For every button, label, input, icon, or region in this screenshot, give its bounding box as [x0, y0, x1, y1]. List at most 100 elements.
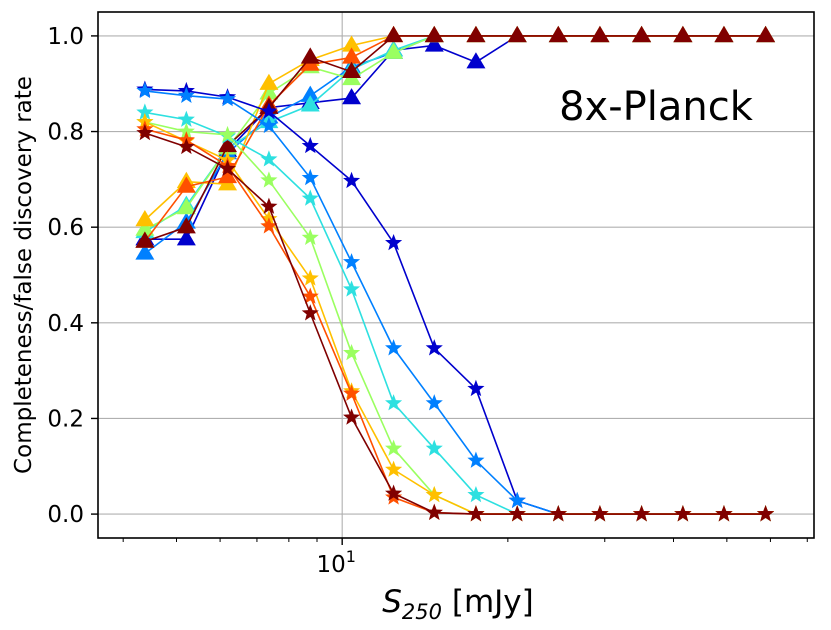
triangle-marker	[466, 25, 486, 43]
y-tick-label: 1.0	[47, 24, 84, 50]
star-marker	[136, 123, 154, 141]
star-marker	[385, 394, 403, 411]
star-marker	[343, 280, 361, 297]
triangle-marker	[342, 88, 362, 105]
triangle-marker	[342, 47, 362, 64]
star-marker	[177, 110, 195, 127]
star-marker	[385, 484, 403, 501]
y-axis-label: Completeness/false discovery rate	[11, 76, 37, 474]
star-marker	[343, 384, 361, 401]
star-marker	[385, 460, 403, 477]
star-marker	[177, 122, 195, 139]
star-marker	[508, 505, 526, 522]
y-tick-label: 0.0	[47, 502, 84, 528]
triangle-marker	[300, 95, 320, 112]
triangle-marker	[218, 135, 238, 153]
star-marker	[260, 197, 278, 214]
triangle-marker	[218, 166, 238, 184]
triangle-marker	[135, 219, 155, 236]
star-marker	[301, 287, 319, 304]
triangle-marker	[424, 25, 444, 43]
ticks: 0.0 0.2 0.4 0.6 0.8 1.0 101	[47, 24, 808, 578]
series-triangle-6	[135, 25, 776, 248]
star-marker	[467, 379, 485, 397]
x-tick-label-exponent: 1	[346, 547, 356, 566]
triangle-marker	[176, 217, 196, 234]
series-line	[144, 132, 766, 515]
plot-frame	[97, 11, 815, 539]
star-marker	[425, 394, 443, 411]
star-marker	[177, 86, 195, 103]
x-axis-label-unit: [mJy]	[442, 584, 534, 620]
series-layer	[135, 25, 776, 522]
triangle-marker	[384, 25, 404, 43]
series-line	[144, 35, 766, 243]
star-marker	[467, 451, 485, 468]
triangle-marker	[466, 52, 486, 69]
annotation-label: 8x-Planck	[559, 84, 754, 130]
series-star-13	[136, 123, 775, 522]
star-marker	[260, 150, 278, 167]
star-marker	[136, 81, 154, 99]
star-marker	[425, 339, 443, 356]
star-marker	[301, 304, 319, 321]
triangle-marker	[300, 85, 320, 102]
x-axis-label: S250 [mJy]	[382, 584, 534, 624]
triangle-marker	[756, 25, 776, 43]
y-tick-label: 0.2	[47, 406, 84, 432]
x-tick-label-base: 10	[316, 552, 345, 578]
star-marker	[218, 90, 237, 107]
star-marker	[425, 503, 443, 520]
star-marker	[177, 137, 195, 155]
triangle-marker	[342, 61, 362, 78]
star-marker	[343, 171, 361, 189]
star-marker	[715, 505, 733, 522]
triangle-marker	[424, 35, 444, 52]
star-marker	[301, 189, 319, 206]
star-marker	[260, 102, 278, 119]
triangle-marker	[384, 42, 404, 59]
x-axis-label-symbol: S	[382, 584, 402, 620]
y-tick-label: 0.6	[47, 215, 84, 241]
star-marker	[301, 269, 319, 286]
star-marker	[674, 505, 692, 522]
triangle-marker	[342, 35, 362, 52]
star-marker	[425, 485, 443, 503]
triangle-marker	[135, 210, 155, 227]
triangle-marker	[176, 176, 196, 193]
star-marker	[385, 439, 403, 456]
triangle-marker	[714, 25, 734, 43]
x-tick-label: 101	[316, 547, 355, 578]
star-marker	[385, 339, 403, 356]
triangle-marker	[673, 25, 693, 43]
triangle-marker	[590, 25, 610, 43]
star-marker	[218, 125, 237, 143]
star-marker	[757, 505, 775, 522]
triangle-marker	[135, 231, 155, 248]
y-tick-label: 0.8	[47, 120, 84, 146]
star-marker	[633, 505, 651, 522]
star-marker	[425, 439, 443, 456]
star-marker	[301, 136, 319, 154]
triangle-marker	[300, 47, 320, 64]
star-marker	[385, 233, 403, 251]
y-tick-label: 0.4	[47, 311, 84, 337]
x-axis-label-subscript: 250	[402, 600, 442, 624]
star-marker	[301, 228, 319, 245]
star-marker	[549, 505, 567, 522]
star-marker	[260, 171, 278, 188]
star-marker	[136, 103, 154, 120]
triangle-marker	[176, 198, 196, 215]
triangle-marker	[176, 229, 196, 246]
star-marker	[343, 343, 361, 361]
star-marker	[343, 253, 361, 270]
star-marker	[218, 159, 237, 177]
star-marker	[508, 491, 526, 508]
star-marker	[591, 505, 609, 522]
triangle-marker	[259, 73, 279, 90]
triangle-marker	[548, 25, 568, 43]
star-marker	[467, 485, 485, 503]
star-marker	[343, 408, 361, 425]
